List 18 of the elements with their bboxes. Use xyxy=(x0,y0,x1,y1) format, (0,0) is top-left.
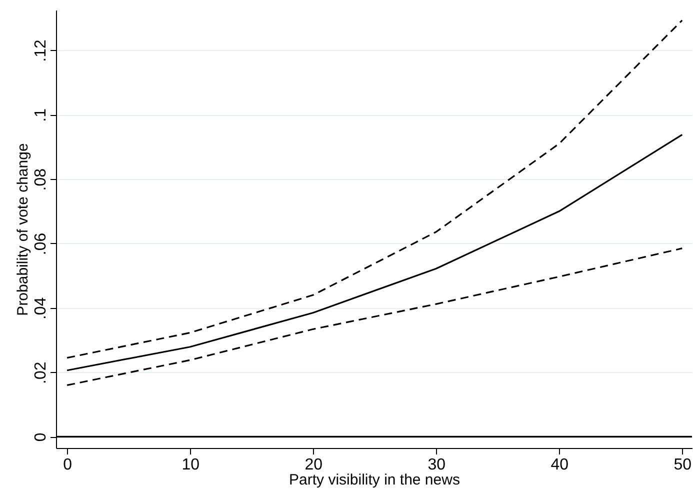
x-tick-label: 50 xyxy=(674,456,692,474)
x-tick-label: 30 xyxy=(428,456,446,474)
y-tick-label: .08 xyxy=(32,168,50,191)
y-tick-label: 0 xyxy=(32,432,50,442)
x-tick-label: 20 xyxy=(304,456,323,474)
line-series xyxy=(66,134,683,372)
x-tick-label: 10 xyxy=(182,456,200,474)
y-tick-label: .12 xyxy=(32,40,50,62)
y-tick-label: .06 xyxy=(32,232,50,256)
y-axis-title: Probability of vote change xyxy=(14,143,32,316)
x-tick-label: 40 xyxy=(550,456,569,474)
line-series xyxy=(66,20,683,359)
y-tick-label: .02 xyxy=(32,362,50,384)
line-series xyxy=(66,248,683,386)
y-tick-label: .04 xyxy=(32,297,50,320)
x-tick-label: 0 xyxy=(63,456,72,474)
y-tick-label: .1 xyxy=(32,108,50,122)
x-axis-title: Party visibility in the news xyxy=(289,472,460,488)
